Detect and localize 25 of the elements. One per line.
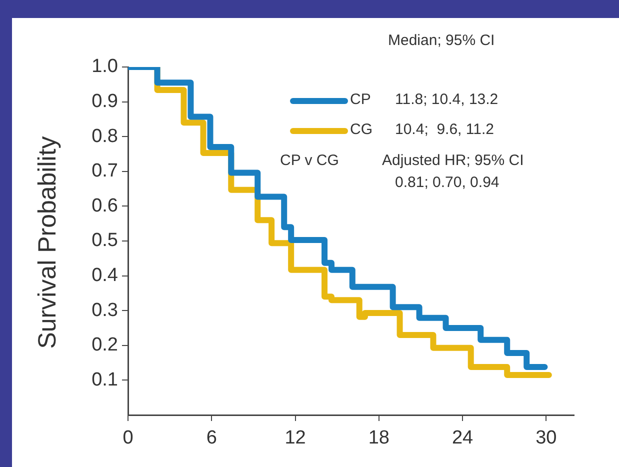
y-tick-label: 0.9: [92, 91, 118, 112]
text: Median; 95% CI: [388, 32, 495, 49]
y-tick-label: 0.8: [92, 126, 118, 147]
x-tick-label: 12: [284, 428, 306, 449]
y-tick-label: 0.7: [92, 160, 118, 182]
y-axis-title: Survival Probability: [34, 135, 62, 351]
annotation: Adjusted HR; 95% CI: [382, 152, 524, 169]
legend-label: CP: [350, 91, 371, 108]
y-tick-label: 0.2: [92, 334, 118, 356]
x-tick-label: 6: [206, 428, 217, 449]
y-tick-label: 0.4: [92, 265, 118, 286]
annotation: CP v CG: [280, 152, 339, 169]
legend-label: CG: [350, 121, 372, 138]
y-tick-label: 0.5: [92, 230, 118, 252]
annotation: 11.8; 10.4, 13.2: [395, 91, 498, 108]
y-tick-label: 1.0: [92, 56, 118, 78]
x-tick-label: 0: [122, 428, 134, 449]
annotation: 10.4; 9.6, 11.2: [395, 121, 494, 138]
x-tick-label: 18: [368, 428, 390, 449]
x-tick-label: 24: [452, 428, 474, 449]
x-tick-label: 30: [536, 428, 557, 449]
y-tick-label: 0.1: [92, 369, 118, 390]
y-tick-label: 0.3: [92, 300, 118, 321]
annotation: 0.81; 0.70, 0.94: [395, 174, 500, 191]
y-tick-label: 0.6: [92, 195, 118, 216]
